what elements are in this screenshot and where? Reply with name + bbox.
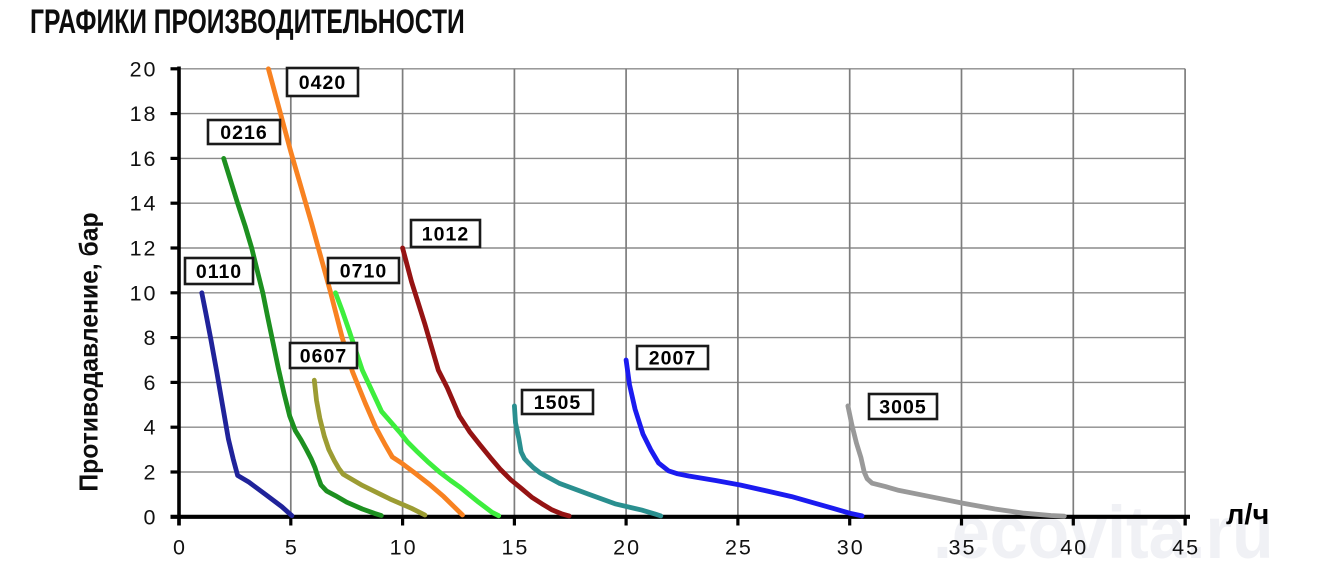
svg-text:0110: 0110 xyxy=(196,261,242,283)
svg-text:14: 14 xyxy=(130,192,158,216)
svg-text:5: 5 xyxy=(285,536,299,560)
svg-text:20: 20 xyxy=(130,57,158,81)
svg-text:3005: 3005 xyxy=(879,397,926,419)
svg-text:0: 0 xyxy=(173,536,187,560)
svg-text:8: 8 xyxy=(144,326,158,350)
svg-text:12: 12 xyxy=(130,237,158,261)
svg-text:20: 20 xyxy=(613,536,641,560)
svg-text:4: 4 xyxy=(144,416,158,440)
svg-text:40: 40 xyxy=(1060,536,1088,560)
svg-text:0607: 0607 xyxy=(300,346,347,368)
svg-text:2007: 2007 xyxy=(649,348,696,370)
svg-text:0: 0 xyxy=(144,505,158,529)
svg-text:л/ч: л/ч xyxy=(1226,499,1269,531)
svg-text:15: 15 xyxy=(501,536,529,560)
svg-text:35: 35 xyxy=(949,536,977,560)
svg-text:0710: 0710 xyxy=(340,261,387,283)
svg-text:1012: 1012 xyxy=(422,224,469,246)
svg-text:45: 45 xyxy=(1172,536,1200,560)
svg-text:6: 6 xyxy=(144,371,158,395)
svg-text:10: 10 xyxy=(390,536,418,560)
svg-text:0216: 0216 xyxy=(220,122,267,144)
svg-text:25: 25 xyxy=(725,536,753,560)
svg-text:18: 18 xyxy=(130,102,158,126)
svg-text:1505: 1505 xyxy=(534,392,581,414)
svg-text:0420: 0420 xyxy=(299,72,346,94)
svg-text:10: 10 xyxy=(130,281,158,305)
svg-text:30: 30 xyxy=(837,536,865,560)
svg-text:2: 2 xyxy=(144,461,158,485)
svg-text:16: 16 xyxy=(130,147,158,171)
